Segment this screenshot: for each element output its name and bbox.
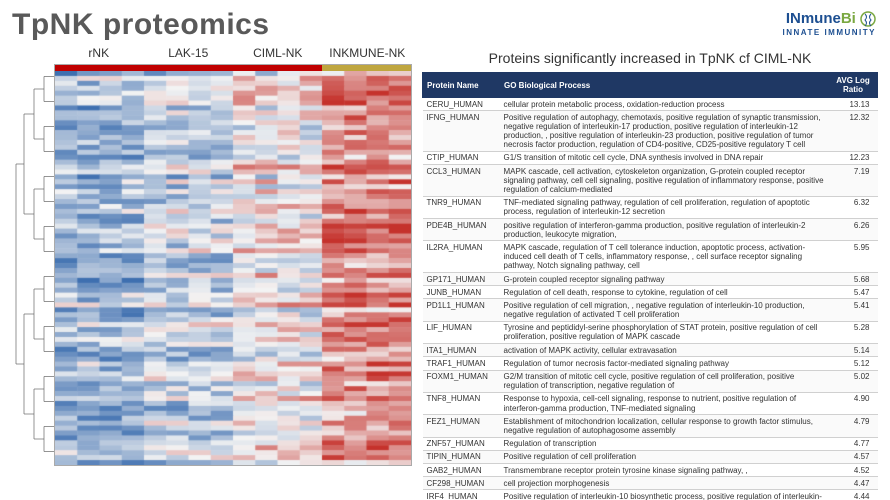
table-header: GO Biological Process — [500, 73, 829, 98]
heatmap-col-label: INKMUNE-NK — [323, 46, 413, 60]
dendrogram — [12, 64, 54, 464]
table-row: ITA1_HUMANactivation of MAPK activity, c… — [423, 344, 878, 357]
logo: INmuneBi INNATE IMMUNITY — [783, 10, 876, 37]
table-row: TRAF1_HUMANRegulation of tumor necrosis … — [423, 357, 878, 370]
table-header: Protein Name — [423, 73, 500, 98]
table-row: TIPIN_HUMANPositive regulation of cell p… — [423, 450, 878, 463]
table-row: IFNG_HUMANPositive regulation of autopha… — [423, 111, 878, 152]
table-row: ZNF57_HUMANRegulation of transcription4.… — [423, 437, 878, 450]
heatmap-column-headers: rNKLAK-15CIML-NKINKMUNE-NK — [54, 46, 412, 60]
heatmap-canvas — [55, 71, 411, 465]
table-row: LIF_HUMANTyrosine and peptididyl-serine … — [423, 321, 878, 343]
table-row: GAB2_HUMANTransmembrane receptor protein… — [423, 464, 878, 477]
table-row: FEZ1_HUMANEstablishment of mitochondrion… — [423, 415, 878, 437]
table-row: CCL3_HUMANMAPK cascade, cell activation,… — [423, 165, 878, 197]
heatmap-panel: rNKLAK-15CIML-NKINKMUNE-NK — [12, 46, 412, 500]
table-row: PDE4B_HUMANpositive regulation of interf… — [423, 219, 878, 241]
table-row: TNR9_HUMANTNF-mediated signaling pathway… — [423, 196, 878, 218]
heatmap-col-label: CIML-NK — [233, 46, 323, 60]
table-row: IRF4_HUMANPositive regulation of interle… — [423, 490, 878, 500]
table-row: PD1L1_HUMANPositive regulation of cell m… — [423, 299, 878, 321]
table-row: JUNB_HUMANRegulation of cell death, resp… — [423, 286, 878, 299]
table-row: IL2RA_HUMANMAPK cascade, regulation of T… — [423, 241, 878, 273]
table-header: AVG Log Ratio — [829, 73, 878, 98]
table-subtitle: Proteins significantly increased in TpNK… — [422, 50, 878, 66]
table-row: CERU_HUMANcellular protein metabolic pro… — [423, 98, 878, 111]
heatmap-col-label: LAK-15 — [144, 46, 234, 60]
page-title: TpNK proteomics — [12, 8, 878, 42]
table-row: TNF8_HUMANResponse to hypoxia, cell-cell… — [423, 392, 878, 414]
table-row: CTIP_HUMANG1/S transition of mitotic cel… — [423, 151, 878, 164]
protein-table: Protein NameGO Biological ProcessAVG Log… — [422, 72, 878, 500]
table-row: CF298_HUMANcell projection morphogenesis… — [423, 477, 878, 490]
table-row: FOXM1_HUMANG2/M transition of mitotic ce… — [423, 370, 878, 392]
table-row: GP171_HUMANG-protein coupled receptor si… — [423, 273, 878, 286]
heatmap-col-label: rNK — [54, 46, 144, 60]
